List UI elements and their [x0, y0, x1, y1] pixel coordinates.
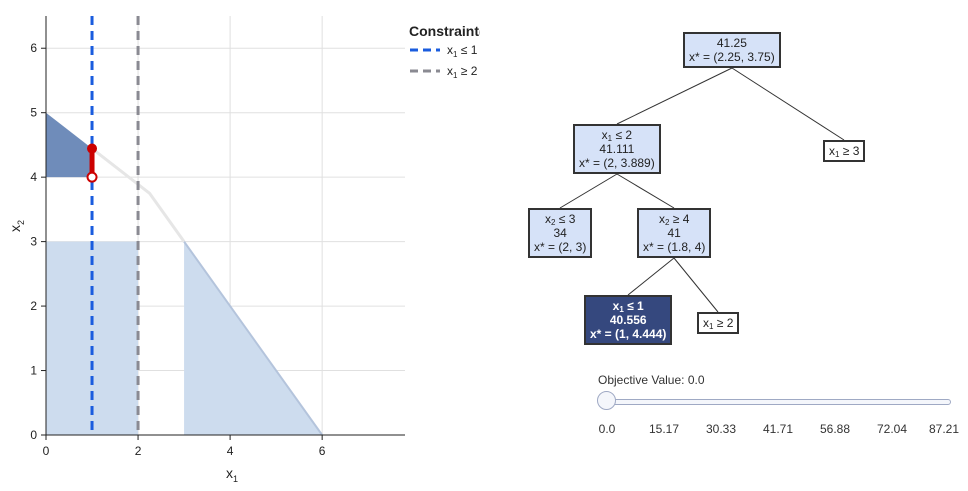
- slider-tick: 87.21: [928, 422, 960, 436]
- legend: Constraint(s) x1 ≤ 1 x1 ≥ 2: [409, 23, 480, 80]
- constraint-lines: [90, 16, 140, 435]
- tree-node-x2-le-3[interactable]: x2 ≤ 3 34 x* = (2, 3): [528, 208, 593, 258]
- slider-tick: 15.17: [648, 422, 680, 436]
- node-constraint: x1 ≤ 2: [601, 128, 633, 143]
- node-constraint: x1 ≤ 1: [612, 299, 644, 314]
- axes: 0 2 4 6 0 1 2 3 4 5 6 x1 x2: [7, 16, 405, 484]
- integer-point: [86, 171, 98, 183]
- node-constraint: x1 ≥ 3: [829, 144, 860, 159]
- region-edge: [183, 241, 323, 436]
- tree-node-x1-ge-3[interactable]: x1 ≥ 3: [823, 140, 866, 162]
- tree-edge: [616, 173, 675, 209]
- region-x1-le-1-x2-ge-4: [46, 112, 93, 178]
- y-tick-label: 6: [30, 41, 37, 55]
- node-value: 34: [553, 226, 567, 240]
- tree-node-x1-ge-2[interactable]: x1 ≥ 2: [697, 312, 740, 334]
- tree-node-x2-ge-4[interactable]: x2 ≥ 4 41 x* = (1.8, 4): [637, 208, 712, 258]
- y-axis-label: x2: [7, 220, 26, 232]
- node-solution: x* = (1, 4.444): [590, 327, 667, 341]
- faded-boundary-line: [91, 147, 186, 243]
- node-value: 41.25: [716, 36, 747, 50]
- node-constraint: x2 ≤ 3: [544, 212, 576, 227]
- slider-tick: 56.88: [819, 422, 851, 436]
- node-value: 41: [667, 226, 681, 240]
- slider-tick: 41.71: [762, 422, 794, 436]
- active-solution: [86, 143, 98, 183]
- legend-label: x1 ≥ 2: [447, 64, 478, 80]
- tree-edge: [627, 257, 675, 296]
- tree-edge: [559, 173, 618, 209]
- tree-node-x1-le-1[interactable]: x1 ≤ 1 40.556 x* = (1, 4.444): [584, 295, 673, 345]
- x-tick-label: 4: [227, 444, 234, 458]
- y-tick-label: 1: [30, 364, 37, 378]
- legend-title: Constraint(s): [409, 23, 480, 39]
- optimal-point: [87, 143, 98, 154]
- y-tick-label: 5: [30, 106, 37, 120]
- node-value: 40.556: [609, 313, 647, 327]
- y-tick-label: 4: [30, 170, 37, 184]
- tree-edge: [731, 67, 845, 141]
- y-tick-label: 2: [30, 299, 37, 313]
- feasible-region-chart: 0 2 4 6 0 1 2 3 4 5 6 x1 x2 Constraint(s) x1 ≤ 1 x1 ≥ …: [7, 16, 480, 484]
- node-solution: x* = (1.8, 4): [643, 240, 706, 254]
- feasible-regions: [46, 112, 323, 436]
- slider-handle[interactable]: [597, 391, 616, 410]
- slider-track[interactable]: [602, 399, 951, 405]
- x-tick-label: 6: [319, 444, 326, 458]
- node-constraint: x1 ≥ 2: [703, 316, 734, 331]
- slider-tick: 0.0: [598, 422, 616, 436]
- node-constraint: x2 ≥ 4: [658, 212, 690, 227]
- node-solution: x* = (2, 3): [534, 240, 587, 254]
- tree-edge: [673, 257, 719, 313]
- x-tick-label: 2: [135, 444, 142, 458]
- node-value: 41.111: [599, 142, 635, 156]
- y-tick-label: 3: [30, 235, 37, 249]
- y-tick-label: 0: [30, 428, 37, 442]
- objective-slider: Objective Value: 0.0 0.0 15.17 30.33 41.…: [590, 370, 960, 440]
- tree-edge: [616, 67, 733, 125]
- x-axis-label: x1: [226, 465, 238, 484]
- faded-boundary: [91, 147, 186, 243]
- node-solution: x* = (2, 3.889): [579, 156, 655, 170]
- node-solution: x* = (2.25, 3.75): [689, 50, 775, 64]
- legend-label: x1 ≤ 1: [447, 43, 478, 59]
- slider-label: Objective Value: 0.0: [598, 373, 705, 387]
- tree-node-root[interactable]: 41.25 x* = (2.25, 3.75): [683, 32, 781, 68]
- slider-tick: 72.04: [876, 422, 908, 436]
- slider-tick: 30.33: [705, 422, 737, 436]
- tree-node-x1-le-2[interactable]: x1 ≤ 2 41.111 x* = (2, 3.889): [573, 124, 661, 174]
- x-tick-label: 0: [43, 444, 50, 458]
